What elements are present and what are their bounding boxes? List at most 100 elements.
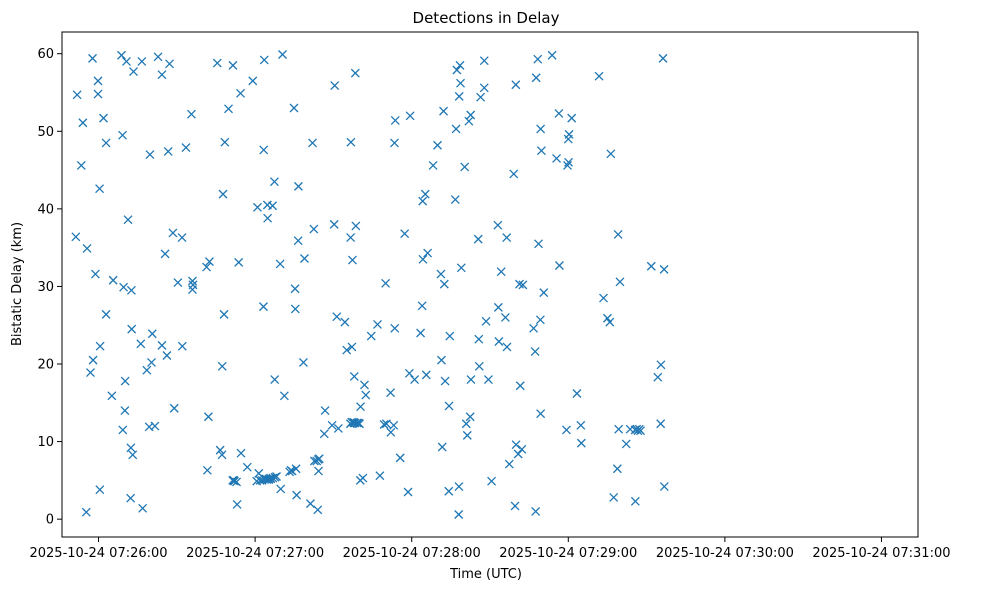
- data-point: [479, 83, 489, 93]
- data-point-stroke: [181, 143, 191, 153]
- data-point: [126, 493, 136, 503]
- data-point-stroke: [150, 421, 160, 431]
- data-point-stroke: [473, 234, 483, 244]
- data-point-stroke: [428, 160, 438, 170]
- data-points: [71, 50, 669, 519]
- data-point: [479, 56, 489, 66]
- data-point: [228, 60, 238, 70]
- data-point-stroke: [230, 476, 239, 486]
- data-point-stroke: [81, 507, 91, 517]
- data-point: [293, 236, 303, 246]
- data-point: [356, 402, 366, 412]
- data-point-stroke: [278, 50, 287, 59]
- data-point: [417, 301, 427, 311]
- data-point: [518, 280, 528, 290]
- data-point-stroke: [356, 402, 366, 412]
- data-point-stroke: [120, 406, 130, 416]
- data-point: [536, 124, 546, 134]
- data-point: [437, 442, 447, 452]
- data-point: [259, 145, 269, 155]
- data-point: [107, 391, 117, 401]
- data-point-stroke: [95, 485, 105, 495]
- data-point-stroke: [220, 137, 230, 147]
- data-point: [615, 277, 625, 287]
- data-point: [502, 342, 512, 352]
- data-point-stroke: [417, 301, 427, 311]
- data-point-stroke: [248, 76, 258, 86]
- data-point: [120, 376, 130, 386]
- data-point: [204, 257, 214, 267]
- data-point-stroke: [120, 376, 130, 386]
- data-point-stroke: [418, 254, 428, 264]
- data-point: [177, 233, 187, 243]
- data-point-stroke: [572, 389, 582, 398]
- data-point-stroke: [129, 67, 138, 77]
- data-point: [504, 459, 514, 469]
- x-axis-label: Time (UTC): [449, 567, 522, 582]
- data-point: [390, 138, 399, 148]
- data-point: [379, 420, 389, 429]
- data-point: [122, 57, 131, 66]
- data-point-stroke: [612, 464, 622, 474]
- y-tick-label: 20: [37, 358, 54, 373]
- data-point: [395, 453, 405, 463]
- data-point-stroke: [108, 275, 118, 285]
- y-axis-label: Bistatic Delay (km): [10, 222, 25, 346]
- data-point-stroke: [329, 219, 339, 229]
- data-point: [202, 465, 212, 475]
- data-point-stroke: [232, 499, 242, 509]
- data-point-stroke: [502, 233, 512, 243]
- data-point-stroke: [361, 390, 371, 400]
- data-point: [95, 184, 105, 194]
- data-point-stroke: [451, 124, 461, 134]
- data-point-stroke: [483, 375, 493, 384]
- data-point: [298, 358, 308, 367]
- data-point-stroke: [163, 147, 173, 156]
- data-point-stroke: [554, 108, 564, 118]
- data-point: [76, 160, 86, 170]
- data-point: [421, 370, 431, 380]
- data-point-stroke: [381, 278, 391, 288]
- data-point: [101, 138, 111, 148]
- data-point: [534, 239, 544, 249]
- data-point-stroke: [509, 169, 519, 179]
- data-point: [464, 116, 474, 126]
- data-point: [309, 224, 319, 234]
- data-point: [299, 254, 309, 263]
- data-point-stroke: [234, 257, 244, 267]
- data-point: [360, 380, 369, 390]
- data-point: [536, 409, 546, 419]
- data-point: [403, 487, 413, 497]
- data-point-stroke: [420, 189, 430, 199]
- data-point-stroke: [496, 267, 506, 277]
- data-point: [259, 55, 269, 65]
- data-point-stroke: [445, 331, 455, 341]
- data-point-stroke: [456, 263, 466, 273]
- data-point-stroke: [493, 220, 503, 230]
- data-point: [230, 476, 239, 486]
- data-point-stroke: [263, 213, 273, 223]
- data-point: [186, 109, 196, 119]
- data-point: [173, 278, 183, 288]
- data-point: [127, 324, 137, 334]
- data-point: [381, 278, 391, 288]
- chart-title: Detections in Delay: [413, 9, 560, 27]
- data-point: [93, 76, 103, 86]
- data-point-stroke: [379, 420, 389, 429]
- data-point-stroke: [101, 309, 111, 319]
- data-point: [465, 412, 475, 422]
- data-point-stroke: [292, 490, 302, 500]
- data-point: [217, 450, 227, 460]
- data-point-stroke: [609, 492, 619, 502]
- data-point: [101, 309, 111, 319]
- data-point: [215, 445, 225, 455]
- data-point: [327, 420, 337, 430]
- data-point: [126, 285, 136, 295]
- data-point-stroke: [594, 71, 604, 81]
- data-point-stroke: [531, 506, 541, 516]
- data-point: [347, 342, 357, 352]
- data-point: [278, 50, 287, 59]
- data-point-stroke: [625, 424, 635, 434]
- data-point: [263, 213, 273, 223]
- data-point: [236, 448, 246, 458]
